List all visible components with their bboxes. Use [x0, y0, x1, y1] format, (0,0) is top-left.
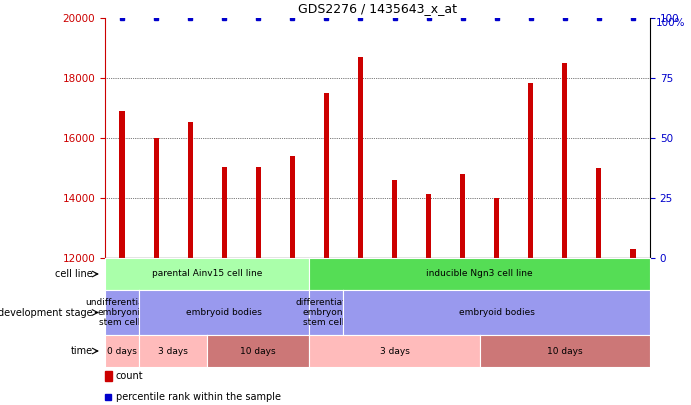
Bar [528, 83, 533, 258]
Text: count: count [116, 371, 144, 381]
Text: 3 days: 3 days [158, 347, 188, 356]
Text: 100%: 100% [656, 18, 685, 28]
Bar [290, 156, 295, 258]
Bar [562, 63, 567, 258]
Bar [120, 111, 124, 258]
Bar [153, 138, 159, 258]
Text: 3 days: 3 days [379, 347, 410, 356]
Bar [596, 168, 601, 258]
Bar [324, 93, 329, 258]
Bar [256, 166, 261, 258]
Text: parental Ainv15 cell line: parental Ainv15 cell line [152, 269, 263, 279]
Text: 0 days: 0 days [107, 347, 137, 356]
Bar [494, 198, 500, 258]
Bar [187, 122, 193, 258]
Text: percentile rank within the sample: percentile rank within the sample [116, 392, 281, 402]
Bar [222, 166, 227, 258]
Text: development stage: development stage [0, 307, 93, 318]
Text: embryoid bodies: embryoid bodies [459, 308, 535, 317]
Bar [630, 249, 636, 258]
Text: 10 days: 10 days [547, 347, 583, 356]
Text: cell line: cell line [55, 269, 93, 279]
Title: GDS2276 / 1435643_x_at: GDS2276 / 1435643_x_at [298, 2, 457, 15]
Bar [358, 57, 363, 258]
Text: 10 days: 10 days [240, 347, 276, 356]
Text: embryoid bodies: embryoid bodies [187, 308, 262, 317]
Text: differentiated
embryonic
stem cells: differentiated embryonic stem cells [295, 298, 357, 327]
Text: inducible Ngn3 cell line: inducible Ngn3 cell line [426, 269, 533, 279]
Text: undifferentiated
embryonic
stem cells: undifferentiated embryonic stem cells [85, 298, 159, 327]
Bar [105, 371, 112, 382]
Bar [392, 180, 397, 258]
Bar [460, 174, 465, 258]
Bar [426, 194, 431, 258]
Text: time: time [70, 346, 93, 356]
